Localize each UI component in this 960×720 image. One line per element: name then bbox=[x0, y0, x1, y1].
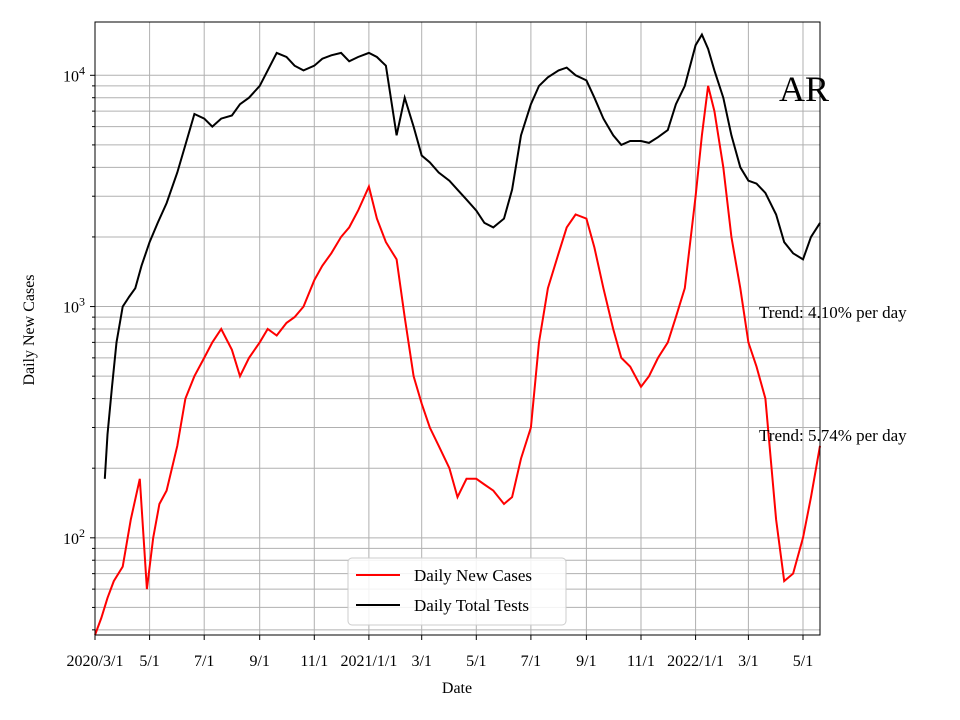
x-tick-label: 7/1 bbox=[194, 653, 214, 670]
series-line-daily-total-tests bbox=[103, 32, 821, 479]
y-axis-title: Daily New Cases bbox=[21, 274, 38, 385]
legend-label-daily-new-cases: Daily New Cases bbox=[414, 566, 532, 585]
x-tick-label: 5/1 bbox=[139, 653, 159, 670]
y-tick-label: 103 bbox=[63, 295, 85, 317]
series-layer bbox=[94, 32, 821, 636]
trend-annotation-2: Trend: 5.74% per day bbox=[759, 426, 907, 445]
y-tick-label: 104 bbox=[63, 63, 85, 85]
x-tick-label: 9/1 bbox=[576, 653, 596, 670]
legend: Daily New Cases Daily Total Tests bbox=[347, 557, 567, 626]
x-tick-label: 9/1 bbox=[249, 653, 269, 670]
y-axis: 102 103 104 bbox=[63, 63, 95, 631]
legend-box bbox=[347, 557, 567, 626]
x-tick-label: 11/1 bbox=[627, 653, 655, 670]
x-axis: 2020/3/1 5/1 7/1 9/1 11/1 2021/1/1 3/1 5/1 7/1 9/… bbox=[67, 635, 813, 670]
x-tick-label: 11/1 bbox=[300, 653, 328, 670]
x-tick-label: 5/1 bbox=[466, 653, 486, 670]
state-label: AR bbox=[779, 69, 829, 109]
series-line-daily-new-cases bbox=[94, 85, 821, 636]
x-tick-label: 2022/1/1 bbox=[667, 653, 724, 670]
x-tick-label: 5/1 bbox=[793, 653, 813, 670]
legend-label-daily-total-tests: Daily Total Tests bbox=[414, 596, 529, 615]
x-tick-label: 7/1 bbox=[521, 653, 541, 670]
x-tick-label: 2020/3/1 bbox=[67, 653, 124, 670]
x-tick-label: 3/1 bbox=[411, 653, 431, 670]
y-tick-label: 102 bbox=[63, 526, 85, 548]
x-tick-label: 3/1 bbox=[738, 653, 758, 670]
x-tick-label: 2021/1/1 bbox=[340, 653, 397, 670]
x-axis-title: Date bbox=[442, 680, 472, 697]
grid bbox=[94, 22, 820, 635]
trend-annotation-1: Trend: 4.10% per day bbox=[759, 303, 907, 322]
